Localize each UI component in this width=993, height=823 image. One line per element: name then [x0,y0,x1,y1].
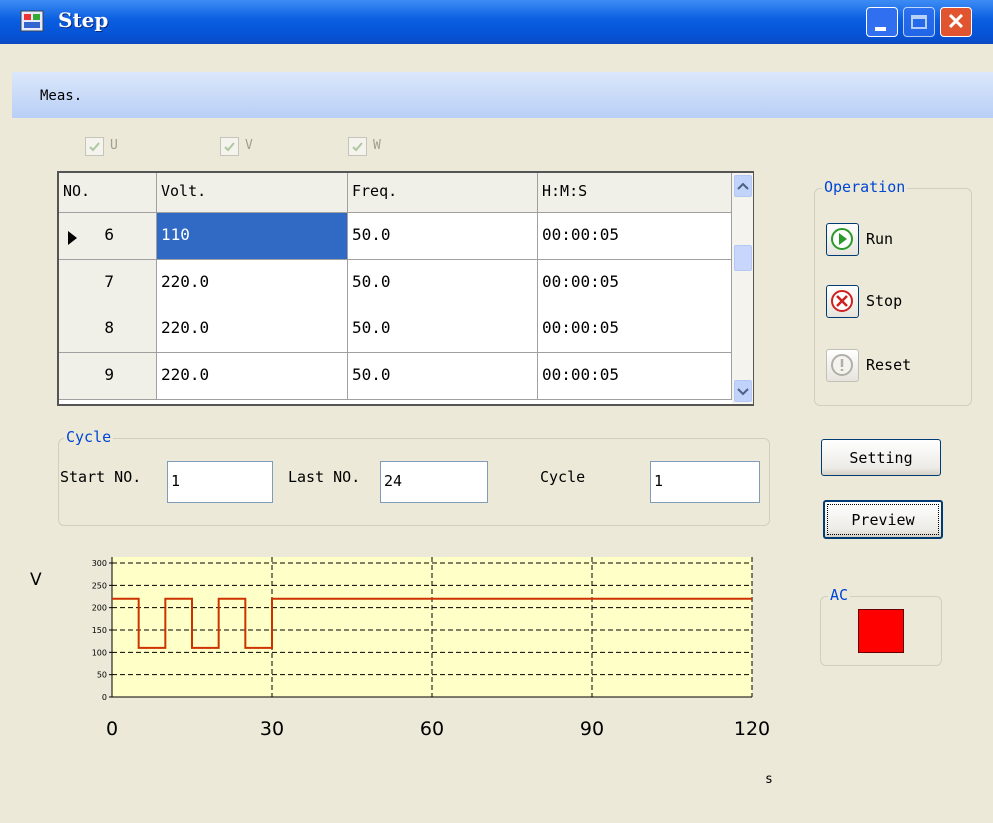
operation-group-title: Operation [822,178,908,196]
column-header: Volt. [157,173,348,213]
setting-button[interactable]: Setting [821,439,941,476]
table-cell[interactable]: 50.0 [348,259,538,307]
scrollbar [732,173,753,404]
maximize-button [903,7,935,37]
data-line [112,597,752,649]
y-tick-label: 250 [92,581,107,590]
y-axis-label: V [30,570,42,590]
ac-group [820,596,942,666]
x-tick-label: 60 [420,718,444,740]
minimize-button[interactable] [866,7,898,37]
x-axis-label: s [765,772,773,787]
operation-icon-button [826,349,859,382]
checkbox-label: U [110,138,118,153]
table-cell[interactable]: 220.0 [157,259,348,307]
title-bar: Step ✕ [0,0,993,44]
cycle-group [58,438,770,526]
row-header: 9 [59,352,157,400]
scroll-thumb[interactable] [734,245,752,271]
table-cell[interactable]: 00:00:05 [538,259,732,307]
table-cell[interactable]: 110 [157,213,348,260]
x-tick-label: 30 [260,718,284,740]
column-header: Freq. [348,173,538,213]
cycle-label: Cycle [540,468,586,486]
window-title: Step [58,8,109,32]
table-cell[interactable]: 50.0 [348,352,538,400]
row-header: 8 [59,306,157,353]
operation-icon-button[interactable] [826,223,859,256]
scroll-up[interactable] [734,175,752,197]
preview-button[interactable]: Preview [823,500,943,539]
x-tick-label: 90 [580,718,604,740]
column-header: NO. [59,173,157,213]
last-input[interactable]: 24 [380,461,488,503]
cycle-input[interactable]: 1 [650,461,760,503]
table-cell[interactable]: 50.0 [348,306,538,353]
operation-label[interactable]: Stop [866,292,903,310]
y-tick-label: 0 [102,693,107,702]
y-tick-label: 200 [92,604,107,613]
table-cell[interactable]: 00:00:05 [538,306,732,353]
menu-item[interactable]: Meas. [40,88,83,104]
last-label: Last NO. [288,468,361,486]
x-tick-label: 0 [106,718,118,740]
y-tick-label: 300 [92,559,107,568]
table-cell[interactable]: 220.0 [157,306,348,353]
current-row-marker [68,230,78,245]
checkbox [85,137,104,156]
row-header: 7 [59,259,157,307]
menu-bar [12,72,993,118]
checkbox-label: V [245,138,253,153]
ac-group-title: AC [828,586,851,604]
y-tick-label: 100 [92,648,107,657]
operation-icon-button[interactable] [826,285,859,318]
table-cell[interactable]: 00:00:05 [538,352,732,400]
operation-label[interactable]: Run [866,230,894,248]
x-tick-label: 120 [734,718,770,740]
close-button[interactable]: ✕ [940,7,972,37]
y-tick-label: 150 [92,626,107,635]
start-label: Start NO. [60,468,142,486]
checkbox [348,137,367,156]
start-input[interactable]: 1 [167,461,273,503]
app-icon [20,10,44,32]
ac-indicator [858,609,904,653]
column-header: H:M:S [538,173,732,213]
checkbox-label: W [373,138,381,153]
cycle-group-title: Cycle [64,428,114,446]
table-cell[interactable]: 50.0 [348,213,538,260]
checkbox [220,137,239,156]
scroll-down[interactable] [734,380,752,402]
table-cell[interactable]: 220.0 [157,352,348,400]
y-tick-label: 50 [97,671,107,680]
operation-label: Reset [866,356,912,374]
table-cell[interactable]: 00:00:05 [538,213,732,260]
